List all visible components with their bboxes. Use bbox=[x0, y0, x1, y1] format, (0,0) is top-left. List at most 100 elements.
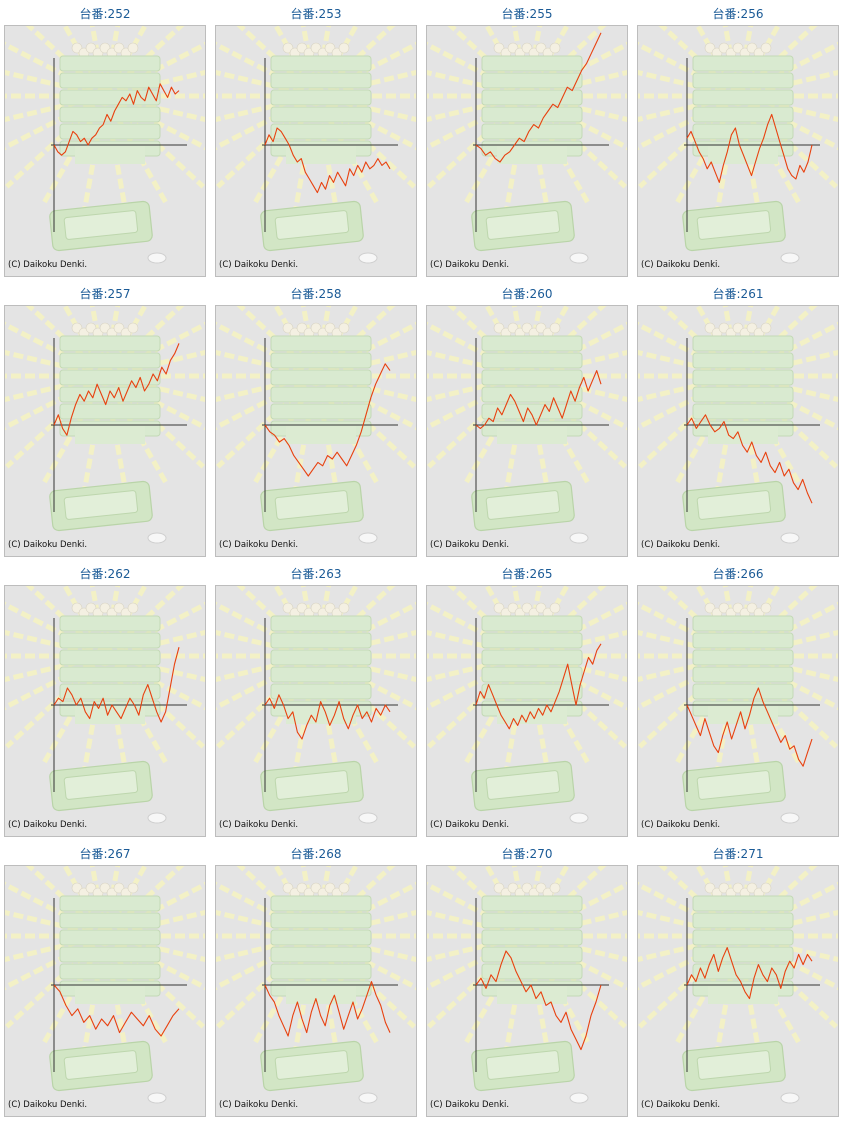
chart-panel: 台番:270 (C) Daikoku Denki. bbox=[422, 841, 632, 1121]
copyright-label: (C) Daikoku Denki. bbox=[8, 1100, 88, 1110]
chart-title[interactable]: 台番:270 bbox=[501, 847, 553, 861]
copyright-label: (C) Daikoku Denki. bbox=[219, 540, 299, 550]
chart-frame: (C) Daikoku Denki. bbox=[4, 305, 206, 557]
copyright-label: (C) Daikoku Denki. bbox=[8, 820, 88, 830]
series-line bbox=[264, 981, 391, 1037]
series-line bbox=[475, 643, 602, 730]
chart-svg bbox=[216, 306, 416, 544]
chart-title[interactable]: 台番:266 bbox=[712, 567, 764, 581]
chart-frame: (C) Daikoku Denki. bbox=[426, 25, 628, 277]
series-line bbox=[264, 363, 391, 477]
chart-panel: 台番:268 (C) Daikoku Denki. bbox=[211, 841, 421, 1121]
chart-svg bbox=[427, 586, 627, 824]
chart-frame: (C) Daikoku Denki. bbox=[4, 25, 206, 277]
chart-frame: (C) Daikoku Denki. bbox=[637, 305, 839, 557]
copyright-label: (C) Daikoku Denki. bbox=[430, 1100, 510, 1110]
chart-title[interactable]: 台番:262 bbox=[79, 567, 131, 581]
copyright-label: (C) Daikoku Denki. bbox=[430, 820, 510, 830]
background-decoration bbox=[427, 586, 627, 824]
chart-title[interactable]: 台番:261 bbox=[712, 287, 764, 301]
chart-title[interactable]: 台番:271 bbox=[712, 847, 764, 861]
copyright-label: (C) Daikoku Denki. bbox=[641, 540, 721, 550]
chart-svg bbox=[427, 26, 627, 264]
chart-frame: (C) Daikoku Denki. bbox=[637, 585, 839, 837]
chart-title[interactable]: 台番:267 bbox=[79, 847, 131, 861]
chart-svg bbox=[216, 26, 416, 264]
background-decoration bbox=[638, 306, 838, 544]
series-line bbox=[686, 947, 813, 1000]
chart-title[interactable]: 台番:252 bbox=[79, 7, 131, 21]
chart-svg bbox=[5, 586, 205, 824]
chart-panel: 台番:253 (C) Daikoku Denki. bbox=[211, 1, 421, 281]
copyright-label: (C) Daikoku Denki. bbox=[641, 1100, 721, 1110]
chart-svg bbox=[5, 26, 205, 264]
chart-panel: 台番:256 (C) Daikoku Denki. bbox=[633, 1, 843, 281]
background-decoration bbox=[5, 866, 205, 1104]
chart-panel: 台番:271 (C) Daikoku Denki. bbox=[633, 841, 843, 1121]
chart-title[interactable]: 台番:255 bbox=[501, 7, 553, 21]
copyright-label: (C) Daikoku Denki. bbox=[219, 1100, 299, 1110]
chart-title[interactable]: 台番:260 bbox=[501, 287, 553, 301]
chart-frame: (C) Daikoku Denki. bbox=[215, 585, 417, 837]
chart-frame: (C) Daikoku Denki. bbox=[426, 585, 628, 837]
chart-svg bbox=[638, 866, 838, 1104]
chart-title[interactable]: 台番:268 bbox=[290, 847, 342, 861]
chart-panel: 台番:266 (C) Daikoku Denki. bbox=[633, 561, 843, 841]
chart-panel: 台番:260 (C) Daikoku Denki. bbox=[422, 281, 632, 561]
series-line bbox=[53, 343, 180, 436]
chart-title[interactable]: 台番:256 bbox=[712, 7, 764, 21]
chart-svg bbox=[216, 586, 416, 824]
background-decoration bbox=[216, 26, 416, 264]
copyright-label: (C) Daikoku Denki. bbox=[219, 820, 299, 830]
chart-frame: (C) Daikoku Denki. bbox=[637, 25, 839, 277]
chart-title[interactable]: 台番:265 bbox=[501, 567, 553, 581]
copyright-label: (C) Daikoku Denki. bbox=[641, 820, 721, 830]
copyright-label: (C) Daikoku Denki. bbox=[219, 260, 299, 270]
chart-svg bbox=[427, 306, 627, 544]
chart-frame: (C) Daikoku Denki. bbox=[215, 305, 417, 557]
chart-svg bbox=[427, 866, 627, 1104]
copyright-label: (C) Daikoku Denki. bbox=[8, 260, 88, 270]
chart-frame: (C) Daikoku Denki. bbox=[426, 865, 628, 1117]
copyright-label: (C) Daikoku Denki. bbox=[430, 260, 510, 270]
background-decoration bbox=[5, 26, 205, 264]
chart-title[interactable]: 台番:257 bbox=[79, 287, 131, 301]
chart-frame: (C) Daikoku Denki. bbox=[215, 865, 417, 1117]
chart-title[interactable]: 台番:263 bbox=[290, 567, 342, 581]
chart-panel: 台番:252 (C) Daikoku Denki. bbox=[0, 1, 210, 281]
background-decoration bbox=[5, 586, 205, 824]
chart-svg bbox=[216, 866, 416, 1104]
copyright-label: (C) Daikoku Denki. bbox=[430, 540, 510, 550]
series-line bbox=[53, 647, 180, 723]
chart-svg bbox=[638, 306, 838, 544]
copyright-label: (C) Daikoku Denki. bbox=[8, 540, 88, 550]
series-line bbox=[686, 414, 813, 504]
series-line bbox=[475, 370, 602, 429]
chart-panel: 台番:255 (C) Daikoku Denki. bbox=[422, 1, 632, 281]
chart-panel: 台番:257 (C) Daikoku Denki. bbox=[0, 281, 210, 561]
chart-panel: 台番:265 (C) Daikoku Denki. bbox=[422, 561, 632, 841]
chart-title[interactable]: 台番:253 bbox=[290, 7, 342, 21]
chart-svg bbox=[638, 586, 838, 824]
series-line bbox=[686, 687, 813, 767]
chart-panel: 台番:258 (C) Daikoku Denki. bbox=[211, 281, 421, 561]
chart-frame: (C) Daikoku Denki. bbox=[4, 585, 206, 837]
chart-svg bbox=[638, 26, 838, 264]
chart-title[interactable]: 台番:258 bbox=[290, 287, 342, 301]
chart-frame: (C) Daikoku Denki. bbox=[215, 25, 417, 277]
background-decoration bbox=[427, 306, 627, 544]
series-line bbox=[475, 950, 602, 1051]
background-decoration bbox=[216, 866, 416, 1104]
series-line bbox=[264, 694, 391, 740]
chart-frame: (C) Daikoku Denki. bbox=[637, 865, 839, 1117]
series-line bbox=[53, 83, 180, 156]
copyright-label: (C) Daikoku Denki. bbox=[641, 260, 721, 270]
series-line bbox=[264, 127, 391, 194]
background-decoration bbox=[427, 26, 627, 264]
chart-frame: (C) Daikoku Denki. bbox=[426, 305, 628, 557]
series-line bbox=[686, 113, 813, 183]
background-decoration bbox=[427, 866, 627, 1104]
chart-svg bbox=[5, 306, 205, 544]
chart-frame: (C) Daikoku Denki. bbox=[4, 865, 206, 1117]
